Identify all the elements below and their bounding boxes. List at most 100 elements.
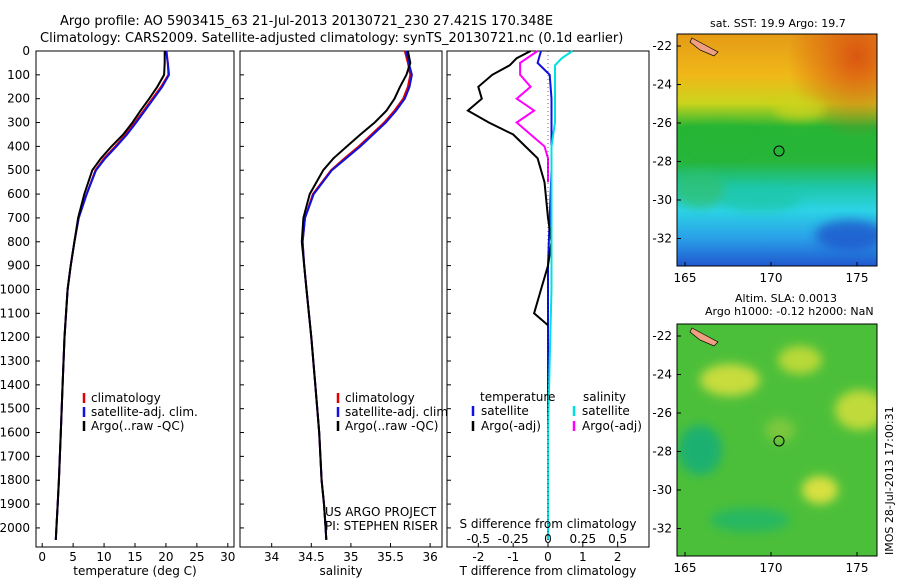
map-ytick-label: -24 [652,78,672,92]
map-ytick-label: -28 [652,155,672,169]
salinity-panel: 34 34.5 35 35.5 36 salinity climatologysatelli… [239,50,452,578]
sla-texture [678,346,877,532]
map-ytick-label: -30 [652,193,672,207]
legend-label: Argo(-adj) [582,419,642,433]
map-ytick-label: -24 [652,368,672,382]
difference-xtick-label: -2 [472,550,484,564]
sla-map-title-line1: Altim. SLA: 0.0013 [735,292,837,305]
temperature-ytick-label: 1800 [0,473,30,487]
salinity-xtick-label: 34.5 [298,550,325,564]
difference-series-salinity-satellite [547,50,573,540]
salinity-plot-frame [239,50,443,548]
salinity-xtick-label: 36 [422,550,437,564]
temperature-ytick-label: 400 [7,139,30,153]
map-xtick-label: 175 [846,561,869,575]
difference-x2tick-label: 0.25 [569,532,596,546]
difference-x2tick-label: -0.25 [498,532,529,546]
temperature-ytick-label: 1000 [0,282,30,296]
figure-title-line1: Argo profile: AO 5903415_63 21-Jul-2013 … [60,14,553,29]
temperature-ytick-label: 0 [22,44,30,58]
salinity-series-argo-raw-qc- [300,50,412,540]
sst-map-title: sat. SST: 19.9 Argo: 19.7 [710,17,846,30]
salinity-xtick-label: 35.5 [377,550,404,564]
sla-map-title-line2: Argo h1000: -0.12 h2000: NaN [705,305,874,318]
map-ytick-label: -26 [652,406,672,420]
legend-label: satellite-adj. clim. [91,405,198,419]
map-xtick-label: 170 [760,271,783,285]
map-xtick-label: 165 [674,271,697,285]
sst-argo-position-marker [773,145,785,157]
temperature-series-argo-raw-qc- [54,51,166,540]
difference-x2label: S difference from climatology [460,517,637,531]
difference-xtick-label: 2 [614,550,622,564]
salinity-xtick-label: 35 [343,550,358,564]
temperature-xtick-label: 15 [127,550,142,564]
legend-label: satellite [582,404,630,418]
temperature-ytick-label: 1900 [0,497,30,511]
temperature-xtick-label: 25 [189,550,204,564]
map-xtick-label: 175 [846,271,869,285]
difference-legend-title-temperature: temperature [480,390,555,404]
difference-x2tick-label: 0 [544,532,552,546]
temperature-ytick-label: 1700 [0,449,30,463]
temperature-ytick-label: 100 [7,68,30,82]
pi-text: PI: STEPHEN RISER [325,519,438,533]
sla-argo-position-marker [773,435,785,447]
sla-land-icon [689,327,719,347]
temperature-ytick-label: 1400 [0,378,30,392]
sst-map: sat. SST: 19.9 Argo: 19.7 165 170 175 -22 -2… [652,17,878,285]
temperature-ytick-label: 1500 [0,402,30,416]
temperature-xlabel: temperature (deg C) [73,564,196,578]
legend-label: Argo(..raw -QC) [91,419,184,433]
difference-xtick-label: -1 [507,550,519,564]
map-ytick-label: -22 [652,329,672,343]
temperature-ytick-label: 200 [7,92,30,106]
legend-label: climatology [345,391,415,405]
difference-x2tick-label: -0.5 [467,532,490,546]
temperature-panel: 0 5 10 15 20 25 30 temperature (deg C) 0 100 200 30… [0,44,235,578]
temperature-xtick-label: 20 [158,550,173,564]
temperature-ytick-label: 300 [7,116,30,130]
temperature-ytick-label: 700 [7,211,30,225]
legend-label: climatology [91,391,161,405]
timestamp-text: IMOS 28-Jul-2013 17:00:31 [883,406,896,555]
temperature-ytick-label: 600 [7,187,30,201]
difference-series-salinity-argo-adj- [515,50,549,183]
temperature-ytick-label: 1600 [0,426,30,440]
sst-map-frame [676,33,878,267]
difference-panel: -2 -1 0 1 2T difference from climatology -0.5… [446,50,650,578]
temperature-plot-frame [35,50,235,548]
temperature-ytick-label: 2000 [0,521,30,535]
temperature-xtick-label: 5 [69,550,77,564]
temperature-ytick-label: 1100 [0,306,30,320]
legend-label: satellite [481,404,529,418]
sla-map: Altim. SLA: 0.0013 Argo h1000: -0.12 h20… [652,292,878,575]
difference-xlabel: T difference from climatology [459,564,637,578]
temperature-ytick-label: 900 [7,259,30,273]
temperature-ytick-label: 1300 [0,354,30,368]
legend-label: Argo(..raw -QC) [345,419,438,433]
difference-xtick-label: 1 [579,550,587,564]
map-ytick-label: -28 [652,445,672,459]
legend-label: Argo(-adj) [481,419,541,433]
map-xtick-label: 170 [760,561,783,575]
difference-x2tick-label: 0.5 [608,532,627,546]
sst-land-icon [689,37,719,57]
temperature-xtick-label: 10 [96,550,111,564]
difference-series-temperature-argo-adj- [466,50,553,326]
map-ytick-label: -32 [652,522,672,536]
map-ytick-label: -26 [652,116,672,130]
map-xtick-label: 165 [674,561,697,575]
salinity-xlabel: salinity [319,564,362,578]
legend-label: satellite-adj. clim. [345,405,452,419]
sst-texture [677,100,877,250]
temperature-xtick-label: 30 [220,550,235,564]
map-ytick-label: -32 [652,232,672,246]
temperature-ytick-label: 800 [7,235,30,249]
map-ytick-label: -22 [652,39,672,53]
temperature-xtick-label: 0 [38,550,46,564]
map-ytick-label: -30 [652,483,672,497]
figure-title-line2: Climatology: CARS2009. Satellite-adjuste… [40,31,623,46]
salinity-xtick-label: 34 [264,550,279,564]
